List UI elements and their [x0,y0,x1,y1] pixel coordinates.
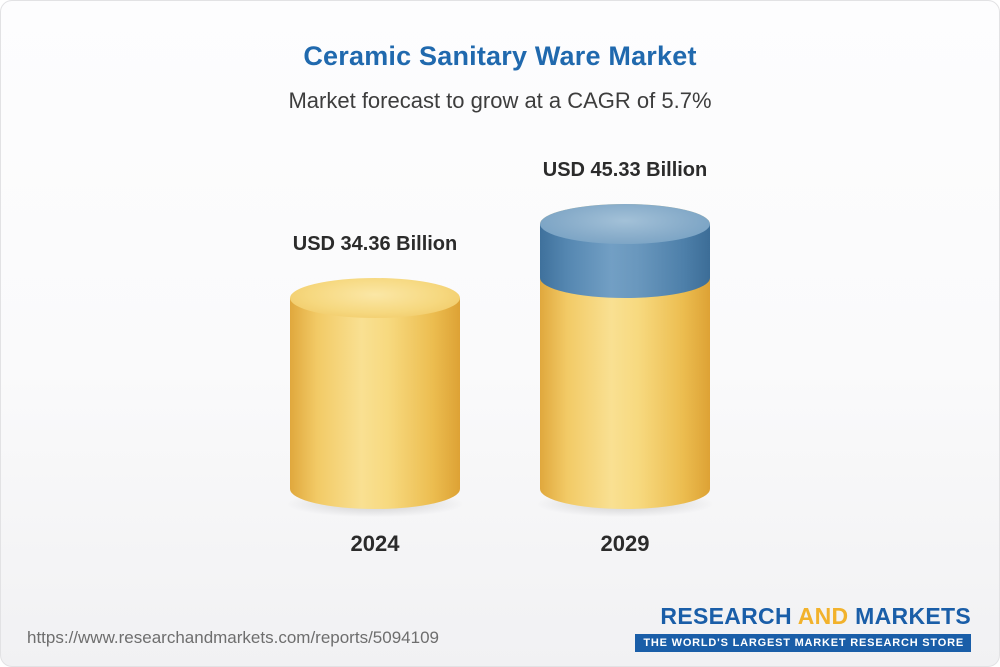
category-label-2024: 2024 [350,531,400,556]
bar-group-2024: USD 34.36 Billion 2024 [274,233,476,556]
bar-2024-top [290,278,460,318]
category-label-2029: 2029 [600,531,650,556]
bar-chart: USD 34.36 Billion 2024 USD 45.33 Billion… [1,151,999,556]
report-url[interactable]: https://www.researchandmarkets.com/repor… [27,628,439,647]
page-subtitle: Market forecast to grow at a CAGR of 5.7… [288,88,712,113]
value-label-2029: USD 45.33 Billion [542,159,708,181]
bar-2029 [540,204,710,509]
logo-word-research: RESEARCH [660,603,792,629]
page-title: Ceramic Sanitary Ware Market [303,41,697,71]
bar-2029-growth-top [540,204,710,244]
research-and-markets-logo[interactable]: RESEARCH AND MARKETS THE WORLD'S LARGEST… [635,603,971,652]
bar-group-2029: USD 45.33 Billion 2029 [524,159,726,556]
bar-2024 [290,278,460,509]
logo-wordmark: RESEARCH AND MARKETS [635,603,971,630]
value-label-2024: USD 34.36 Billion [292,233,458,255]
bar-2029-growth-segment [540,204,710,298]
logo-tagline: THE WORLD'S LARGEST MARKET RESEARCH STOR… [635,634,971,652]
logo-word-and: AND [797,603,849,629]
logo-word-markets: MARKETS [855,603,971,629]
chart-header: Ceramic Sanitary Ware Market Market fore… [1,1,999,114]
bar-2024-body [290,298,460,509]
